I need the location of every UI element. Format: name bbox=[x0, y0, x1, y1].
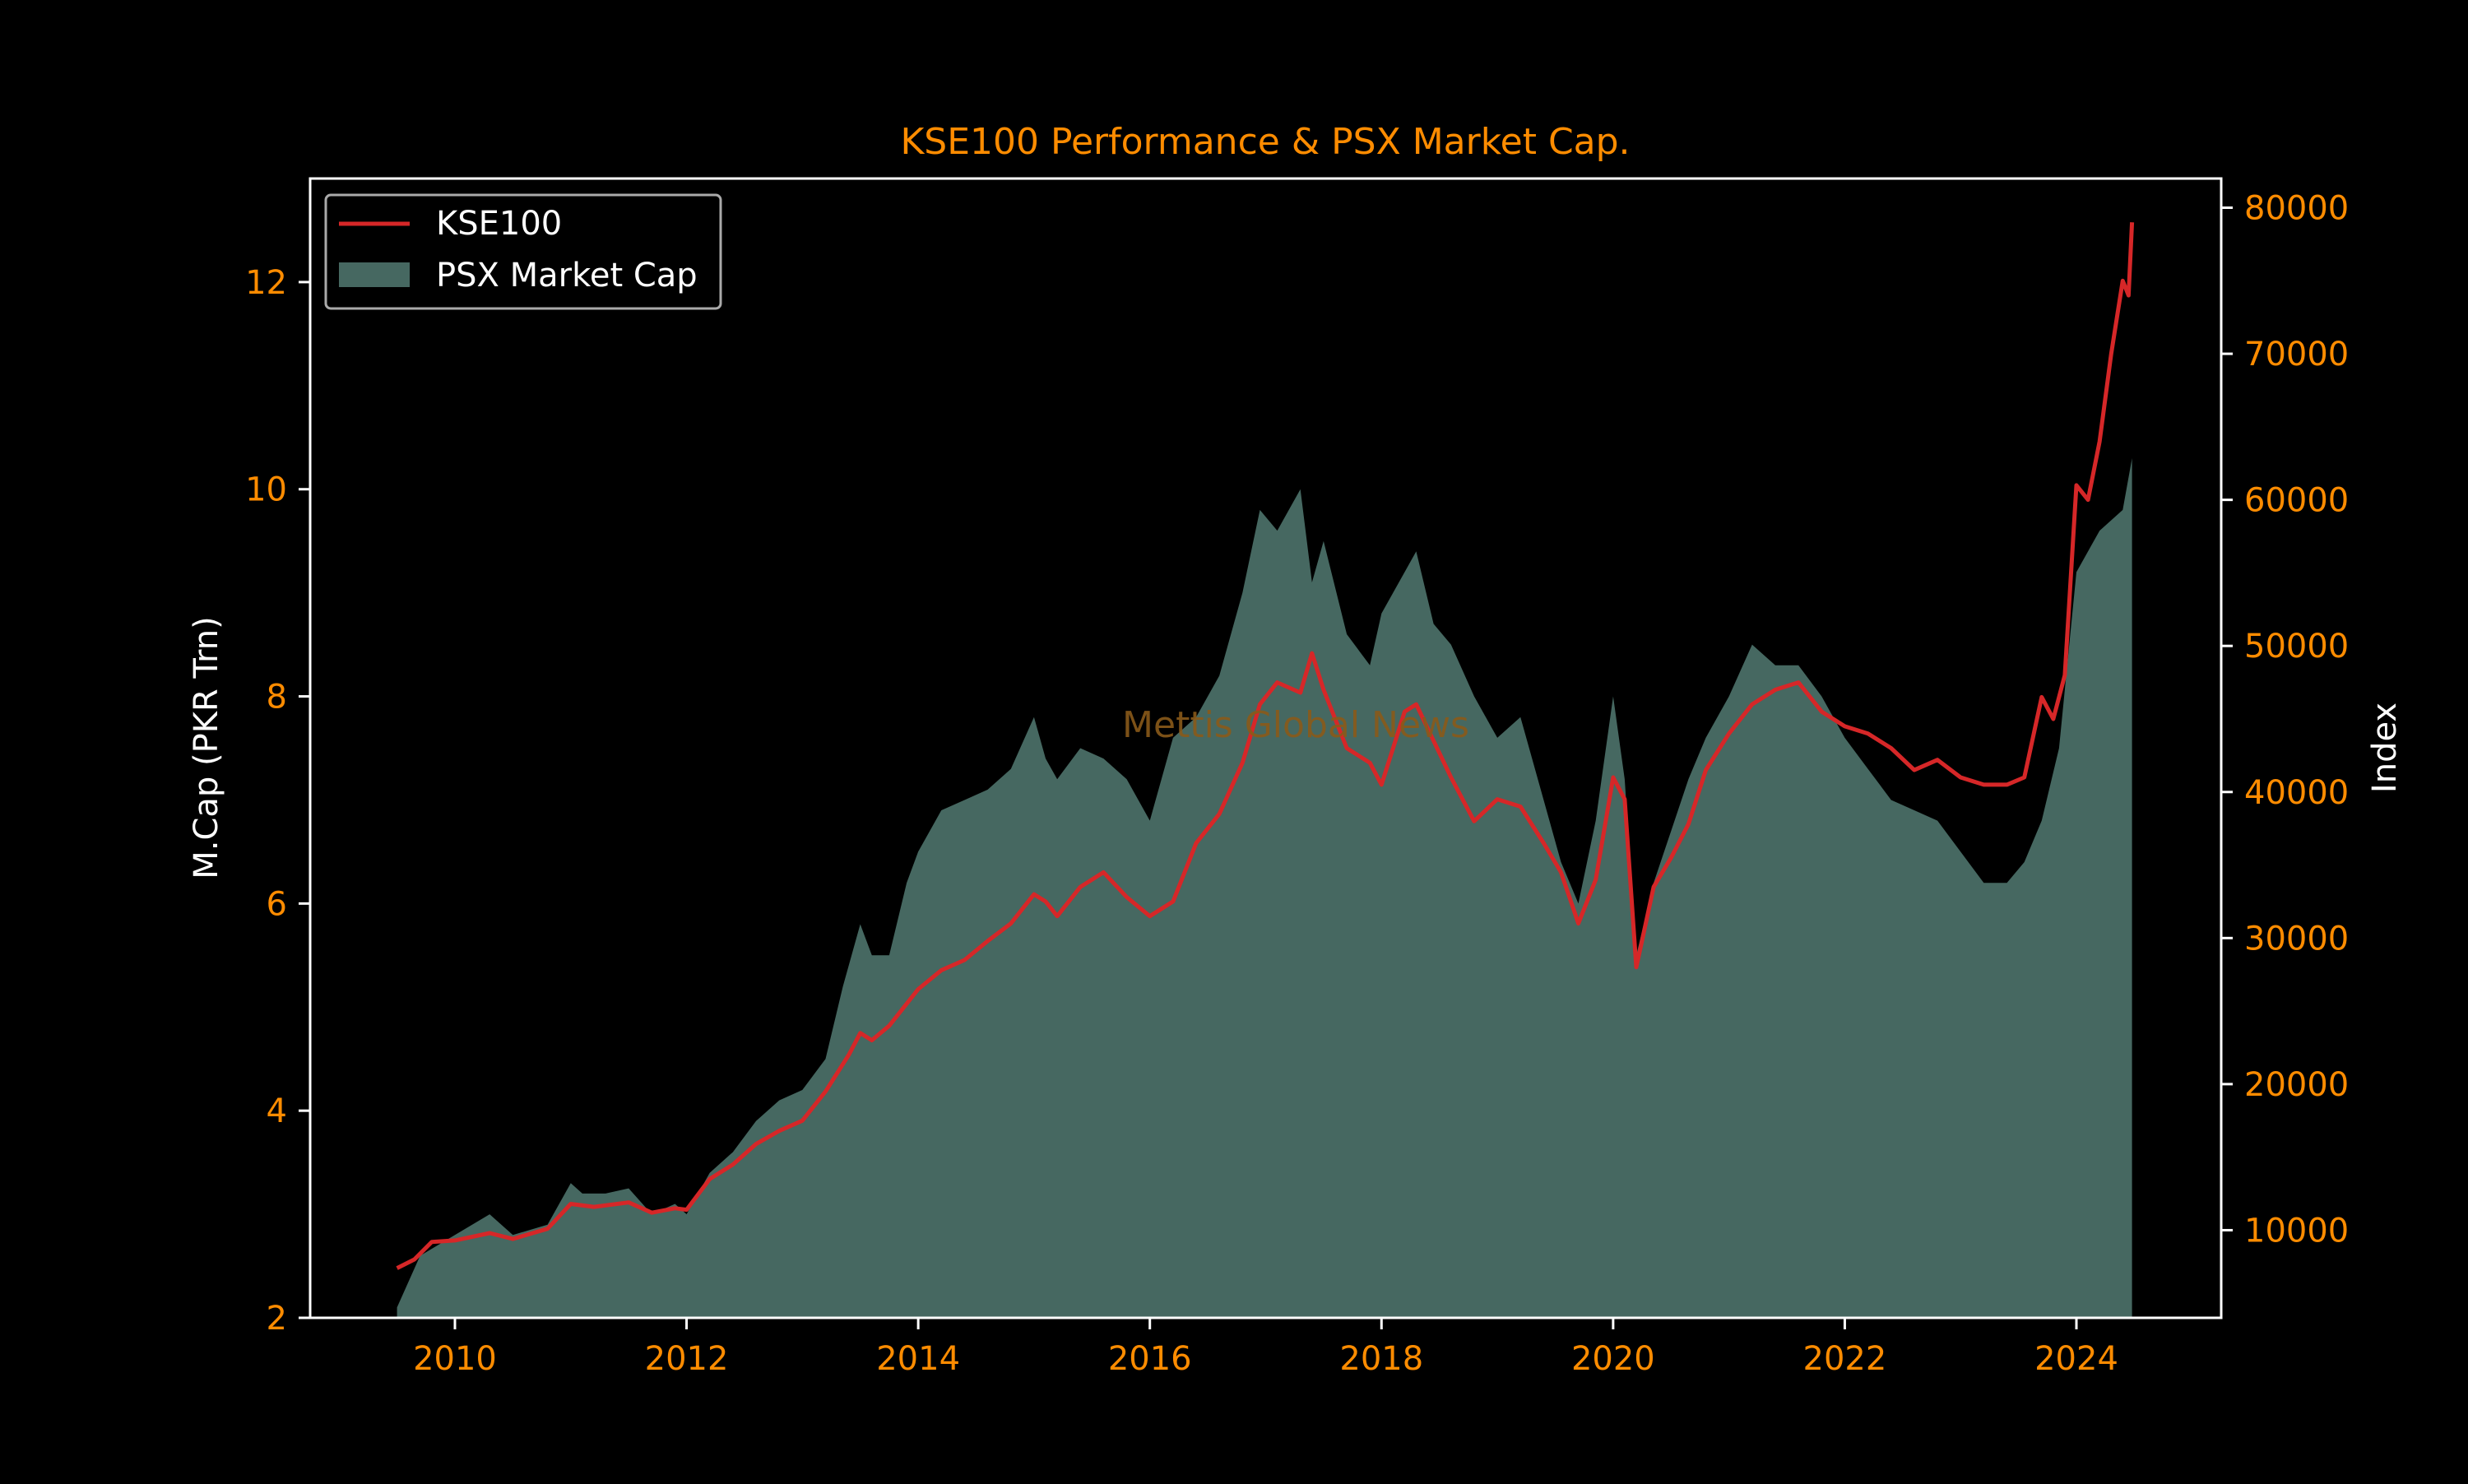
psx-market-cap-area bbox=[397, 458, 2132, 1318]
x-tick-label: 2024 bbox=[2034, 1340, 2118, 1378]
x-tick-label: 2018 bbox=[1339, 1340, 1423, 1378]
y-left-axis-label: M.Cap (PKR Trn) bbox=[188, 616, 225, 879]
y-right-tick-label: 70000 bbox=[2244, 336, 2349, 373]
y-right-tick-label: 20000 bbox=[2244, 1066, 2349, 1104]
x-tick-label: 2022 bbox=[1803, 1340, 1887, 1378]
x-tick-label: 2010 bbox=[413, 1340, 497, 1378]
y-right-tick-label: 40000 bbox=[2244, 774, 2349, 812]
y-right-tick-label: 30000 bbox=[2244, 920, 2349, 958]
y-left-tick-label: 6 bbox=[267, 885, 287, 923]
plot-frame bbox=[308, 177, 2223, 1319]
legend-box bbox=[324, 193, 722, 310]
y-right-tick-label: 80000 bbox=[2244, 190, 2349, 228]
y-right-axis-label: Index bbox=[2366, 703, 2404, 793]
y-left-tick-label: 12 bbox=[245, 264, 287, 302]
kse100-line bbox=[396, 222, 2135, 1270]
y-left-tick-label: 10 bbox=[245, 471, 287, 509]
y-right-tick-label: 60000 bbox=[2244, 482, 2349, 520]
legend-psx-market-cap-swatch bbox=[339, 262, 410, 287]
y-left-tick-label: 2 bbox=[267, 1300, 287, 1338]
chart-title: KSE100 Performance & PSX Market Cap. bbox=[900, 121, 1630, 163]
legend: KSE100 PSX Market Cap bbox=[324, 193, 722, 310]
y-right-tick-label: 50000 bbox=[2244, 628, 2349, 665]
y-right-tick-label: 10000 bbox=[2244, 1212, 2349, 1250]
legend-kse100-label: KSE100 bbox=[436, 205, 562, 243]
x-tick-label: 2014 bbox=[876, 1340, 960, 1378]
legend-psx-market-cap-label: PSX Market Cap bbox=[436, 257, 698, 294]
y-left-tick-label: 4 bbox=[267, 1092, 287, 1130]
watermark-text: Mettis Global News bbox=[1122, 704, 1469, 746]
x-tick-label: 2016 bbox=[1108, 1340, 1192, 1378]
y-left-tick-label: 8 bbox=[267, 679, 287, 716]
x-tick-label: 2012 bbox=[645, 1340, 729, 1378]
x-tick-label: 2020 bbox=[1571, 1340, 1655, 1378]
